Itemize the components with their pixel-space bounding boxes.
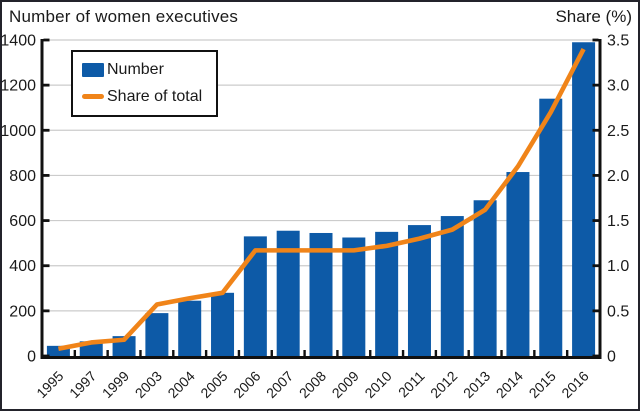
year-label-2014: 2014 <box>493 368 526 401</box>
left-axis-tick-label: 200 <box>9 303 36 320</box>
left-axis-line <box>40 39 44 359</box>
x-axis-tick <box>270 350 273 356</box>
right-axis-tick-label: 3.5 <box>607 33 629 50</box>
x-axis-tick <box>139 350 142 356</box>
year-label-2003: 2003 <box>132 368 165 401</box>
year-label-1997: 1997 <box>66 368 99 401</box>
left-axis-tick <box>43 219 50 222</box>
bar-2011 <box>407 225 431 356</box>
legend-item-share: Share of total <box>82 85 202 108</box>
year-label-2007: 2007 <box>263 368 296 401</box>
right-axis-tick-label: 2.0 <box>607 168 629 185</box>
x-axis-tick <box>172 350 175 356</box>
right-axis-tick <box>592 83 599 87</box>
right-axis-tick <box>592 128 599 132</box>
year-label-2016: 2016 <box>558 368 591 401</box>
year-label-2005: 2005 <box>197 368 230 401</box>
bar-2003 <box>145 313 169 356</box>
legend-item-number: Number <box>82 58 202 81</box>
left-axis-tick <box>43 354 50 358</box>
x-axis-tick <box>73 350 77 356</box>
x-axis-tick <box>467 350 470 356</box>
bar-1995 <box>46 345 70 356</box>
right-axis-tick-label: 1.5 <box>607 213 629 230</box>
left-axis-tick <box>43 38 50 42</box>
x-axis-tick <box>401 350 405 356</box>
x-axis-tick <box>500 350 503 356</box>
right-axis-tick <box>592 219 599 222</box>
right-axis-tick-label: 0 <box>607 349 616 366</box>
left-axis-tick-label: 1200 <box>2 78 36 95</box>
year-label-2006: 2006 <box>230 368 263 401</box>
year-label-1999: 1999 <box>99 368 132 401</box>
year-label-1995: 1995 <box>33 368 66 401</box>
bar-2005 <box>211 292 235 356</box>
left-axis-tick <box>43 83 50 87</box>
x-axis-tick <box>204 350 208 356</box>
x-axis-tick <box>237 350 241 356</box>
year-label-2004: 2004 <box>164 368 197 401</box>
right-axis-tick <box>592 309 599 313</box>
x-axis-tick <box>106 350 109 356</box>
x-axis-tick <box>434 350 438 356</box>
left-axis-tick-label: 400 <box>9 258 36 275</box>
legend-label: Number <box>107 60 164 78</box>
bar-2012 <box>440 216 464 356</box>
right-axis-line <box>598 39 602 359</box>
right-axis-tick-label: 3.0 <box>607 78 629 95</box>
right-axis-tick <box>592 264 599 268</box>
year-label-2009: 2009 <box>329 368 362 401</box>
right-axis-title: Share (%) <box>555 7 632 26</box>
year-label-2010: 2010 <box>361 368 394 401</box>
right-axis-tick <box>592 38 599 42</box>
bar-2014 <box>506 172 530 356</box>
line-swatch-icon <box>82 93 104 100</box>
bar-2009 <box>342 237 366 356</box>
legend-label: Share of total <box>107 87 203 105</box>
bar-2006 <box>243 236 267 356</box>
bar-2016 <box>572 42 596 356</box>
bar-2010 <box>375 231 399 356</box>
bar-2008 <box>309 232 333 356</box>
year-label-2008: 2008 <box>296 368 329 401</box>
bar-2013 <box>473 200 497 356</box>
legend: Number Share of total <box>71 50 219 117</box>
left-axis-tick <box>43 264 50 268</box>
x-axis-tick <box>336 350 339 356</box>
left-axis-tick-label: 0 <box>27 349 36 366</box>
year-label-2011: 2011 <box>395 368 428 401</box>
year-label-2013: 2013 <box>460 368 493 401</box>
year-label-2012: 2012 <box>427 368 460 401</box>
year-label-2015: 2015 <box>526 368 559 401</box>
left-axis-tick-label: 1000 <box>2 123 36 140</box>
right-axis-tick-label: 2.5 <box>607 123 629 140</box>
left-axis-tick-label: 600 <box>9 213 36 230</box>
x-axis-tick <box>303 350 306 356</box>
x-axis-tick <box>533 350 536 356</box>
left-axis-tick-label: 800 <box>9 168 36 185</box>
x-axis-tick <box>565 350 569 356</box>
right-axis-tick-label: 1.0 <box>607 258 629 275</box>
share-line <box>57 47 586 352</box>
bar-2007 <box>276 230 300 356</box>
left-axis-tick <box>43 128 50 132</box>
left-axis-tick <box>43 309 50 313</box>
bar-2015 <box>539 98 563 356</box>
bar-swatch-icon <box>82 62 104 77</box>
right-axis-tick-label: 0.5 <box>607 303 629 320</box>
x-axis-line <box>40 356 602 359</box>
right-axis-tick <box>592 174 599 177</box>
x-axis-tick <box>369 350 372 356</box>
bar-2004 <box>178 300 202 356</box>
left-axis-tick <box>43 174 50 177</box>
left-axis-title: Number of women executives <box>9 7 239 26</box>
left-axis-tick-label: 1400 <box>2 33 36 50</box>
right-axis-tick <box>592 354 599 358</box>
